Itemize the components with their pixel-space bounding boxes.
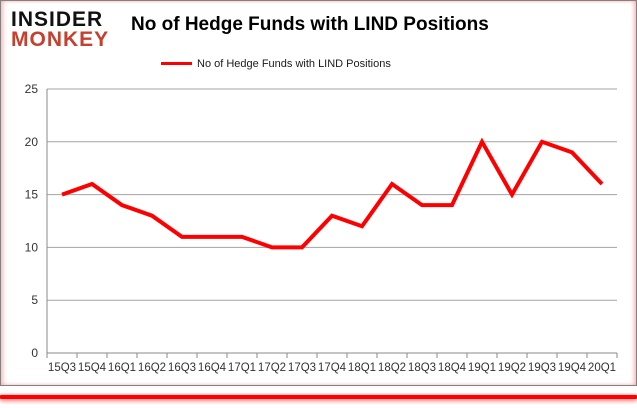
x-axis-label: 18Q3 [408,362,436,374]
bottom-red-rule [0,395,637,399]
x-axis-label: 18Q4 [438,362,467,374]
x-axis-label: 16Q3 [168,362,196,374]
x-axis-label: 18Q1 [348,362,376,374]
y-axis-label: 0 [31,346,38,360]
x-axis-label: 17Q4 [318,362,347,374]
x-axis-label: 19Q3 [528,362,556,374]
logo-insider-text: INSIDER [11,8,104,31]
y-axis-label: 15 [25,188,39,202]
insider-monkey-logo: INSIDER MONKEY [11,8,110,51]
x-axis-label: 19Q4 [558,362,587,374]
x-axis-label: 15Q4 [78,362,107,374]
x-axis-label: 17Q3 [288,362,316,374]
x-axis-label: 18Q2 [378,362,406,374]
legend-label: No of Hedge Funds with LIND Positions [197,57,391,70]
x-axis-label: 16Q2 [138,362,166,374]
chart-title: No of Hedge Funds with LIND Positions [131,14,489,35]
logo-monkey-text: MONKEY [11,28,110,51]
x-axis-label: 19Q2 [498,362,526,374]
legend: No of Hedge Funds with LIND Positions [161,57,391,70]
x-axis-label: 20Q1 [588,362,616,374]
chart-panel: INSIDER MONKEY No of Hedge Funds with LI… [0,0,637,386]
x-axis-label: 19Q1 [468,362,496,374]
x-axis-label: 15Q3 [48,362,76,374]
x-axis-label: 17Q2 [258,362,286,374]
data-line [61,137,604,250]
x-axis-label: 16Q1 [108,362,136,374]
x-axis-label: 16Q4 [198,362,227,374]
legend-line-marker [161,62,192,65]
y-axis-label: 20 [25,135,39,149]
y-axis-label: 10 [25,240,39,254]
y-axis-label: 25 [25,82,39,96]
x-axis-label: 17Q1 [228,362,256,374]
y-axis-label: 5 [31,293,38,307]
